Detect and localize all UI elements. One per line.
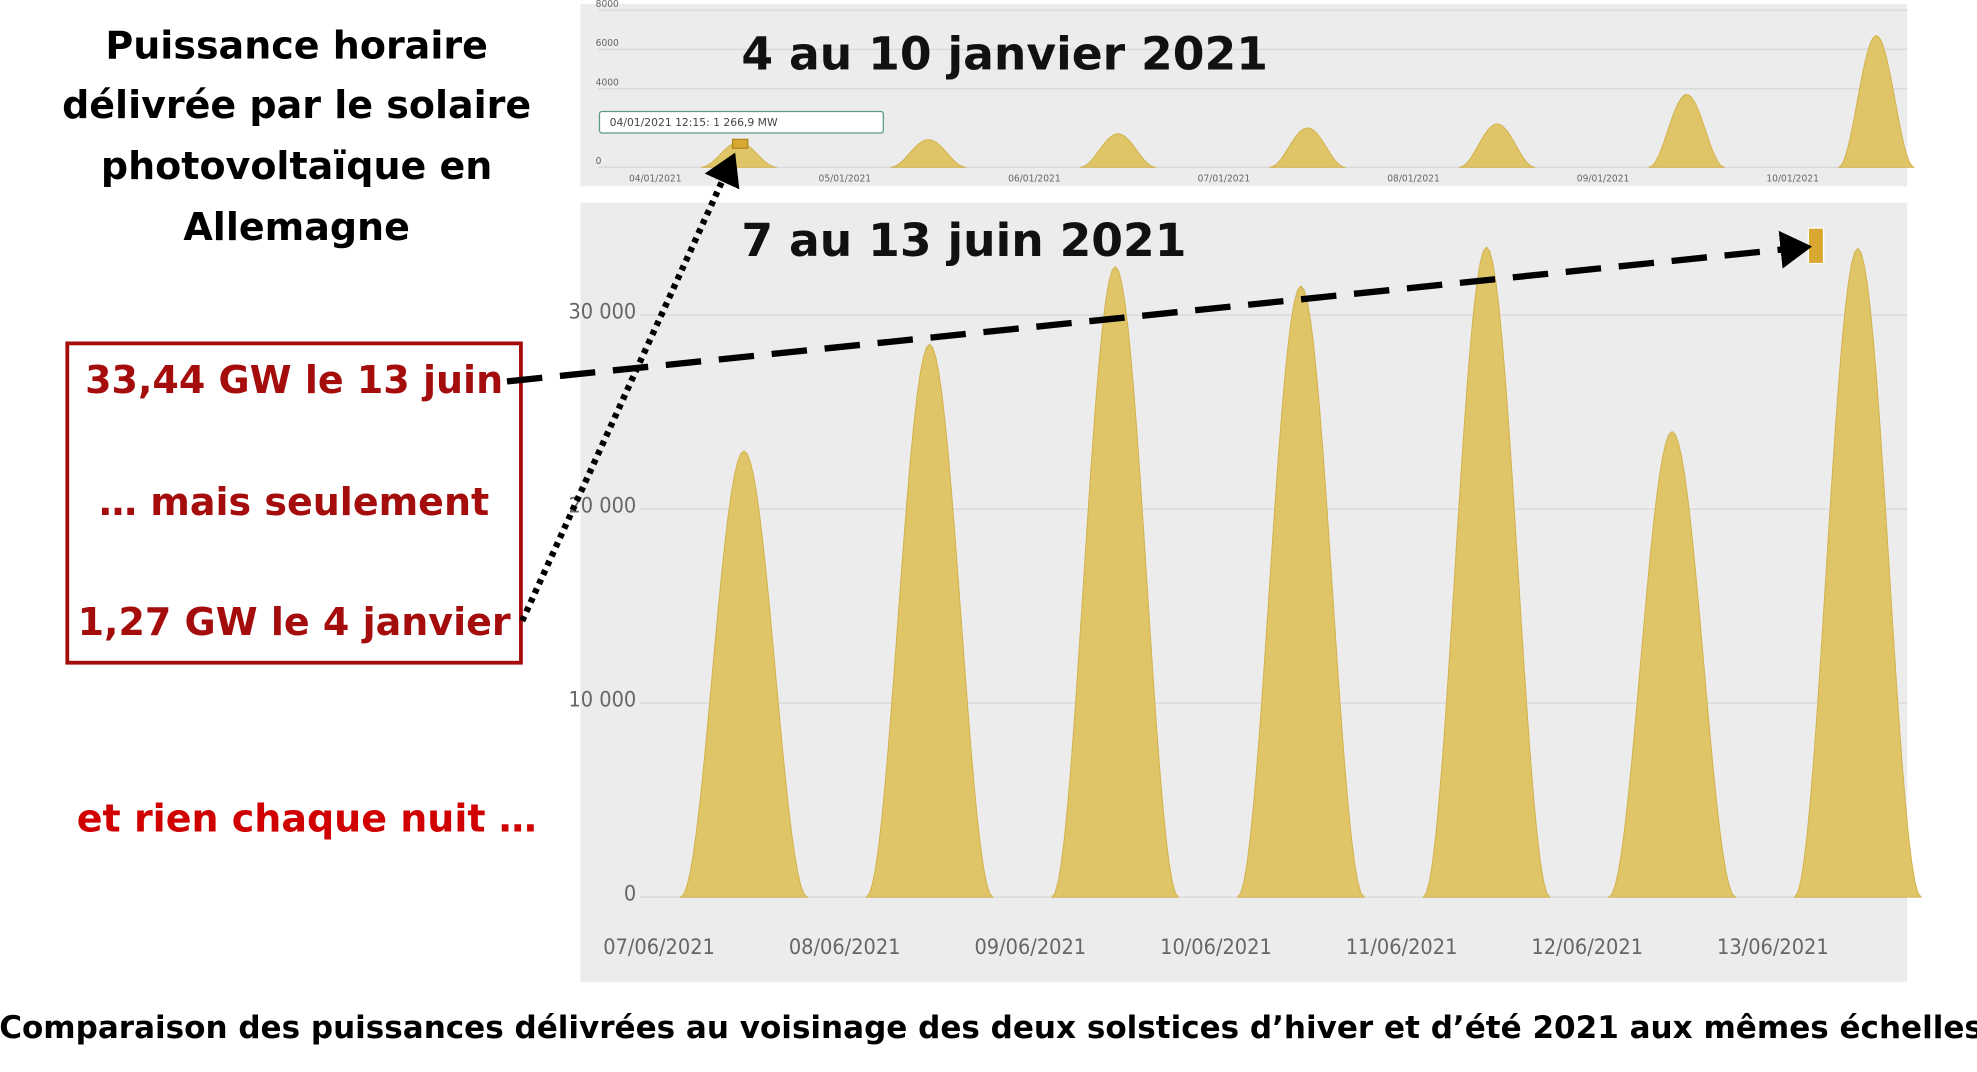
arrow-january xyxy=(519,152,740,623)
x-tick-label: 09/01/2021 xyxy=(1577,174,1630,185)
box-line: 33,44 GW le 13 juin xyxy=(85,358,503,402)
title-line: délivrée par le solaire xyxy=(62,83,531,127)
area-peak xyxy=(1269,127,1346,168)
charts: 0 4000 6000 8000 04/01/2021 05/01/2021 06/01/2… xyxy=(568,0,1923,960)
area-peak xyxy=(1838,35,1915,168)
x-tick-label: 07/01/2021 xyxy=(1198,174,1250,185)
box-text: 33,44 GW le 13 juin … mais seulement 1,2… xyxy=(78,358,511,644)
x-tick-label: 05/01/2021 xyxy=(819,174,872,185)
chart-title: 4 au 10 janvier 2021 xyxy=(741,28,1268,81)
tooltip: 04/01/2021 12:15: 1 266,9 MW xyxy=(610,116,778,129)
tooltip-marker xyxy=(731,138,749,149)
y-tick-label: 30 000 xyxy=(568,300,636,325)
title-line: photovoltaïque en xyxy=(101,144,492,188)
x-tick-label: 04/01/2021 xyxy=(629,174,682,185)
x-tick-label: 06/01/2021 xyxy=(1008,174,1060,185)
area-peak xyxy=(1459,123,1536,168)
y-tick-label: 4000 xyxy=(596,77,619,88)
area-peak xyxy=(1793,247,1923,898)
box-line: 1,27 GW le 4 janvier xyxy=(78,600,511,644)
x-tick-label: 13/06/2021 xyxy=(1717,935,1829,960)
title-line: Allemagne xyxy=(183,205,409,249)
x-tick-label: 10/01/2021 xyxy=(1766,174,1819,185)
chart-title: 7 au 13 juin 2021 xyxy=(741,214,1186,267)
x-tick-label: 10/06/2021 xyxy=(1160,935,1272,960)
x-tick-label: 08/01/2021 xyxy=(1387,174,1440,185)
peak-marker xyxy=(1807,227,1825,265)
area-peak xyxy=(890,139,967,168)
x-tick-label: 11/06/2021 xyxy=(1346,935,1458,960)
area-peak xyxy=(1079,133,1157,168)
area-peak xyxy=(1236,285,1366,898)
y-tick-label: 0 xyxy=(624,882,636,907)
x-tick-label: 09/06/2021 xyxy=(974,935,1086,960)
area-peak xyxy=(679,450,809,898)
y-tick-label: 6000 xyxy=(596,38,619,49)
note: et rien chaque nuit … xyxy=(77,797,537,841)
x-tick-label: 12/06/2021 xyxy=(1531,935,1643,960)
x-tick-label: 08/06/2021 xyxy=(789,935,901,960)
y-tick-label: 10 000 xyxy=(568,688,636,713)
y-tick-label: 8000 xyxy=(596,0,619,10)
area-peak xyxy=(1648,94,1725,168)
arrow-june xyxy=(506,230,1813,385)
area-peak xyxy=(1422,246,1551,898)
box-line: … mais seulement xyxy=(99,480,489,524)
caption: Comparaison des puissances délivrées au … xyxy=(0,1010,1977,1046)
title-line: Puissance horaire xyxy=(105,24,487,68)
area-peak xyxy=(865,343,995,898)
area-peak xyxy=(1607,430,1737,898)
area-peak xyxy=(1050,265,1180,898)
x-tick-label: 07/06/2021 xyxy=(603,935,715,960)
y-tick-label: 0 xyxy=(596,156,602,167)
box xyxy=(65,341,523,665)
left-title: Puissance horaire délivrée par le solair… xyxy=(62,24,531,249)
tooltip-box xyxy=(598,110,884,134)
